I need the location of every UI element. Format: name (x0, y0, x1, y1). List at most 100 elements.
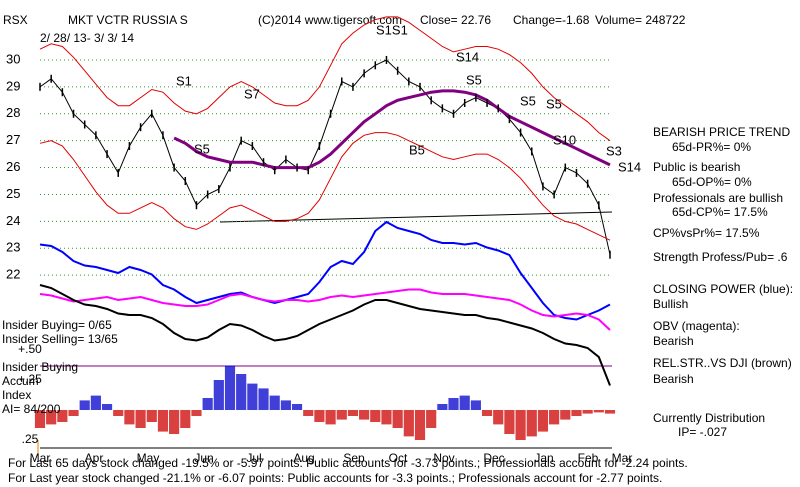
signal-label: S1S1 (376, 22, 408, 37)
x-tick-label: Feb (578, 451, 599, 465)
x-tick-label: Apr (85, 451, 104, 465)
accum-bar (470, 400, 481, 410)
accum-bar (593, 410, 604, 413)
y-tick-label: +.25 (18, 372, 42, 386)
y-tick-label: 27 (6, 132, 20, 147)
series-line (39, 59, 611, 255)
accum-bar (90, 395, 101, 410)
side-note: CP%vsPr%= 17.5% (653, 226, 760, 240)
y-tick-label: 23 (6, 240, 20, 255)
accum-bar (504, 410, 515, 434)
x-tick-label: Dec (483, 451, 504, 465)
accum-bar (247, 383, 258, 410)
accum-bar (336, 410, 347, 420)
symbol: RSX (3, 13, 28, 27)
y-tick-label: 30 (6, 51, 20, 66)
accum-bar (537, 410, 549, 432)
date-range: 2/ 28/ 13- 3/ 3/ 14 (40, 31, 134, 45)
signal-label: S14 (456, 49, 479, 64)
signal-label: S5 (520, 93, 536, 108)
accum-bar (101, 404, 113, 410)
side-note: 65d-PR%= 0% (672, 140, 751, 154)
accum-bar (68, 410, 79, 416)
series-line (173, 89, 611, 170)
series-line (39, 288, 611, 331)
change: Change=-1.68 (513, 13, 590, 27)
accum-bar (146, 410, 157, 422)
accum-bar (202, 398, 213, 410)
accum-bar (493, 410, 504, 425)
series-line (39, 220, 611, 321)
accum-bar (571, 410, 582, 416)
accum-bar (560, 410, 571, 420)
signal-label: S5 (194, 141, 210, 156)
series-line (39, 16, 611, 142)
accum-bar (381, 410, 392, 425)
accum-bar (291, 404, 303, 410)
accum-bar (448, 398, 459, 410)
accum-bar (191, 410, 202, 416)
signal-label: S14 (618, 159, 641, 174)
accum-bar (481, 410, 493, 416)
accum-bar (459, 395, 470, 410)
accum-bar (325, 410, 336, 425)
y-tick-label: +.50 (18, 342, 42, 356)
side-note: Bearish (653, 334, 694, 348)
accum-bar (515, 410, 526, 440)
accum-bar (549, 410, 560, 425)
signal-label: S3 (606, 143, 622, 158)
accum-bar (359, 410, 370, 420)
signal-label: S5 (466, 72, 482, 87)
accum-bar (46, 410, 57, 425)
x-tick-label: Jan (534, 451, 553, 465)
close: Close= 22.76 (420, 13, 491, 27)
accum-bar (403, 410, 414, 437)
side-note: Bearish (653, 372, 694, 386)
side-note: REL.STR..VS DJI (brown) (653, 356, 792, 370)
signal-label: S10 (553, 132, 576, 147)
x-tick-label: Jun (194, 451, 213, 465)
side-note: Professionals are bullish (653, 191, 783, 205)
x-tick-label: May (137, 451, 160, 465)
x-tick-label: Oct (389, 451, 408, 465)
accum-bar (347, 410, 359, 416)
accum-bar (269, 395, 280, 410)
x-tick-label: Aug (293, 451, 314, 465)
insider-label: Insider Selling= 13/65 (2, 332, 118, 346)
signal-label: S1 (176, 73, 192, 88)
y-tick-label: .25 (22, 432, 39, 446)
security-name: MKT VCTR RUSSIA S (68, 13, 188, 27)
accum-bar (224, 365, 236, 410)
signal-label: S5 (546, 96, 562, 111)
side-note: CLOSING POWER (blue): (653, 282, 793, 296)
x-tick-label: Mar (30, 451, 51, 465)
accum-bar (303, 410, 314, 416)
accum-bar (157, 410, 169, 432)
accum-bar (57, 410, 68, 422)
y-tick-label: 26 (6, 159, 20, 174)
accum-bar (437, 404, 448, 410)
side-note: 65d-CP%= 17.5% (672, 205, 768, 219)
accum-bar (113, 410, 124, 416)
x-tick-label: Sep (343, 451, 365, 465)
y-tick-label: 24 (6, 213, 20, 228)
accum-bar (213, 380, 224, 410)
accum-bar (426, 410, 437, 428)
series-line (39, 132, 611, 241)
accum-bar (180, 410, 191, 428)
accum-bar (280, 400, 291, 410)
y-tick-label: 25 (6, 186, 20, 201)
accum-bar (392, 410, 403, 428)
side-note: OBV (magenta): (653, 319, 740, 333)
accum-bar (258, 388, 269, 410)
y-tick-label: 28 (6, 105, 20, 120)
side-note: IP= -.027 (678, 425, 727, 439)
accum-bar (414, 410, 426, 440)
accum-bar (526, 410, 537, 437)
accum-bar (34, 410, 46, 428)
footer-text: For Last 65 days stock changed -19.5% or… (8, 456, 688, 470)
insider-label: Insider Buying (2, 360, 78, 374)
trend-line (219, 211, 613, 223)
